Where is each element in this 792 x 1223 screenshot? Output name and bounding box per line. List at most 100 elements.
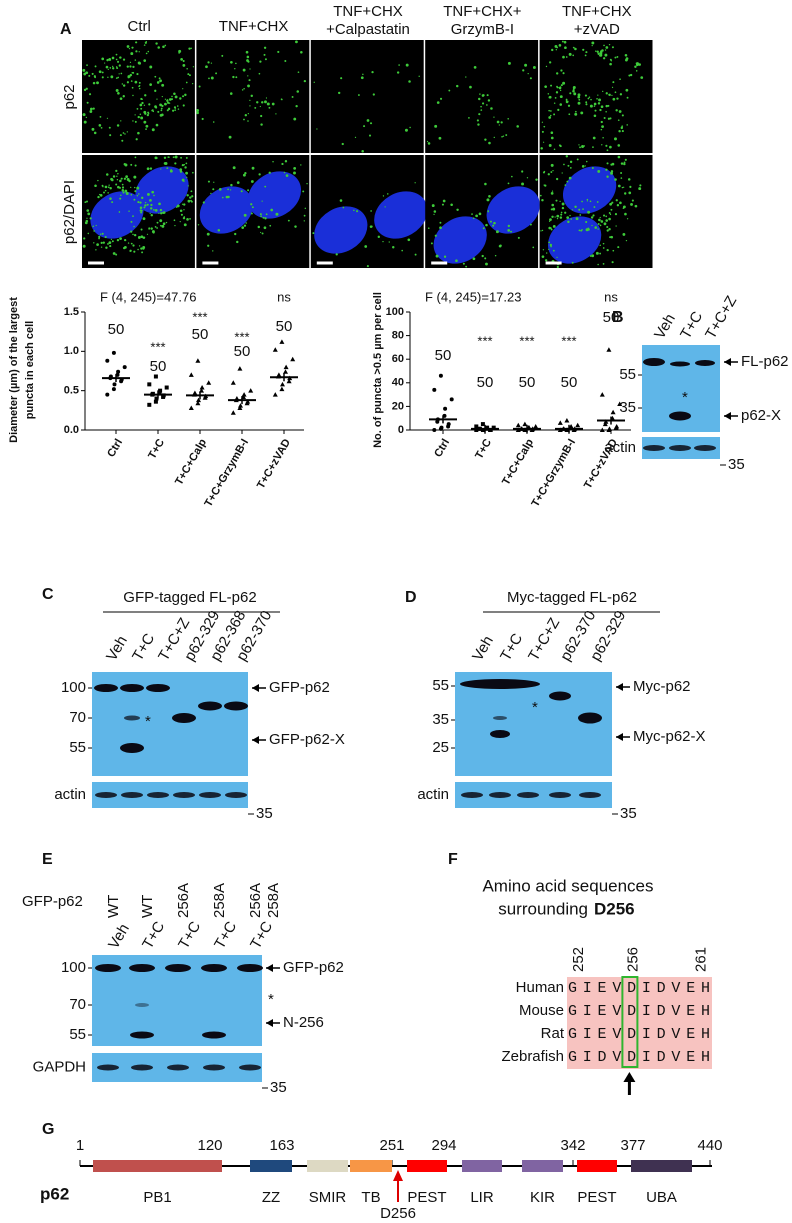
domain-label: UBA (646, 1189, 677, 1206)
puncta (494, 254, 497, 257)
puncta (559, 103, 563, 106)
puncta (132, 94, 134, 97)
nucleus (562, 166, 617, 214)
puncta (167, 156, 170, 158)
puncta (196, 111, 199, 115)
puncta (140, 211, 143, 214)
lane-label: T+C (175, 918, 204, 952)
puncta (166, 99, 169, 102)
band (95, 964, 121, 972)
point (439, 425, 444, 430)
puncta (108, 126, 111, 129)
puncta (611, 46, 614, 49)
puncta (625, 88, 629, 92)
puncta (164, 98, 167, 100)
n-label: 50 (276, 318, 293, 335)
puncta (615, 225, 617, 227)
micrograph (82, 40, 195, 153)
micrograph (196, 40, 310, 153)
puncta (149, 167, 153, 170)
band (517, 792, 539, 798)
puncta (507, 229, 511, 232)
puncta (591, 41, 595, 45)
puncta (593, 206, 596, 208)
puncta (500, 121, 503, 124)
puncta (620, 172, 623, 174)
puncta (183, 203, 186, 206)
band (172, 713, 196, 723)
puncta (284, 160, 288, 163)
puncta (131, 46, 134, 49)
x-tick-label: Ctrl (105, 437, 125, 459)
puncta (208, 77, 210, 80)
puncta (246, 55, 250, 59)
puncta (146, 113, 149, 117)
puncta (604, 53, 608, 57)
puncta (434, 124, 438, 128)
point (199, 385, 205, 390)
puncta (550, 84, 553, 87)
band (198, 701, 222, 711)
puncta (549, 114, 552, 117)
puncta (626, 218, 629, 220)
nucleus (199, 186, 254, 234)
puncta (97, 195, 100, 199)
y-axis-label: Diameter (µm) of the largest (8, 297, 20, 443)
puncta (610, 235, 614, 239)
puncta (243, 118, 245, 121)
asterisk: * (268, 991, 274, 1008)
position: 342 (560, 1137, 585, 1154)
puncta (617, 119, 620, 121)
puncta (598, 54, 601, 57)
puncta (396, 71, 400, 74)
row-label: p62/DAPI (61, 180, 78, 244)
puncta (123, 163, 126, 166)
puncta (124, 133, 126, 135)
puncta (146, 233, 149, 235)
domain-label: PEST (407, 1189, 446, 1206)
puncta (283, 171, 286, 174)
point (607, 426, 612, 431)
puncta (555, 72, 559, 75)
band (225, 792, 247, 798)
puncta (439, 97, 443, 100)
puncta (572, 46, 575, 49)
puncta (602, 247, 605, 249)
puncta (599, 108, 602, 112)
puncta (155, 42, 158, 45)
puncta (507, 118, 509, 120)
puncta (303, 79, 307, 83)
puncta (125, 192, 129, 196)
puncta (541, 130, 544, 133)
puncta (557, 108, 560, 111)
puncta (91, 72, 94, 75)
puncta (602, 214, 606, 217)
puncta (541, 121, 544, 123)
puncta (599, 216, 601, 219)
puncta (621, 125, 624, 127)
puncta (123, 246, 126, 250)
y-axis-label: puncta in each cell (24, 321, 36, 419)
puncta (567, 104, 571, 107)
puncta (140, 209, 143, 212)
puncta (610, 163, 613, 166)
asterisk: * (532, 699, 538, 716)
puncta (259, 105, 261, 108)
puncta (511, 175, 513, 178)
puncta (137, 236, 141, 239)
puncta (476, 119, 479, 122)
puncta (184, 166, 187, 169)
point (599, 392, 605, 397)
puncta (159, 224, 162, 227)
point (111, 350, 116, 355)
puncta (117, 60, 120, 63)
puncta (560, 69, 563, 72)
puncta (589, 104, 593, 108)
puncta (564, 46, 567, 50)
puncta (616, 204, 620, 207)
puncta (516, 125, 519, 128)
puncta (104, 189, 107, 192)
puncta (524, 63, 528, 67)
puncta (541, 198, 544, 202)
puncta (198, 85, 201, 88)
